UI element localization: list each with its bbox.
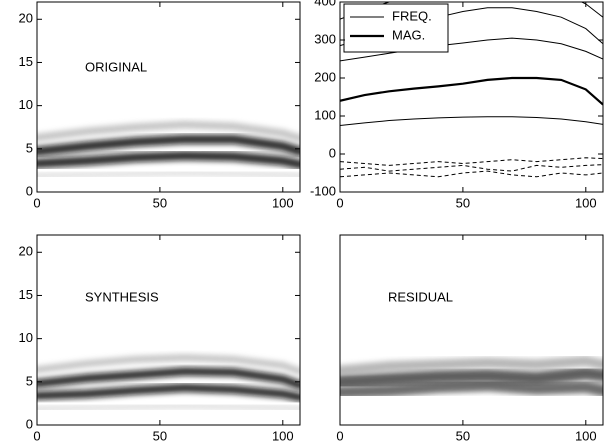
spectral-track [37,383,300,402]
annotation: RESIDUAL [388,289,453,304]
legend-box [343,3,449,53]
x-tick-label: 0 [336,428,343,443]
y-tick-label: 5 [26,140,33,155]
y-tick-label: 0 [26,416,33,431]
y-tick-label: 15 [19,54,33,69]
line-series [340,2,603,20]
y-tick-label: 200 [314,69,336,84]
x-tick-label: 100 [272,195,294,210]
line-series [340,76,603,106]
spectral-track [340,379,603,399]
plot-area [340,355,603,399]
x-tick-label: 0 [33,195,40,210]
x-tick-label: 50 [153,195,167,210]
y-tick-label: 0 [329,145,336,160]
spectral-track [37,150,300,170]
plot-area [37,354,300,412]
y-tick-label: 400 [314,0,336,8]
x-tick-label: 50 [456,428,470,443]
line-series [340,164,603,172]
y-tick-label: 5 [26,373,33,388]
line-series [340,116,603,126]
axes-frame [339,1,604,193]
spectral-track [37,354,300,375]
annotation: ORIGINAL [85,59,147,74]
legend-label: MAG. [392,27,425,42]
y-tick-label: 15 [19,287,33,302]
x-tick-label: 0 [336,195,343,210]
x-tick-label: 100 [575,195,597,210]
x-tick-label: 0 [33,428,40,443]
y-tick-label: 20 [19,244,33,259]
line-series [340,157,603,166]
spectral-track [340,366,603,389]
spectral-track [37,134,300,157]
y-tick-label: 0 [26,183,33,198]
y-tick-label: 20 [19,11,33,26]
x-tick-label: 100 [272,428,294,443]
legend: FREQ. MAG. [343,3,449,53]
y-tick-label: 10 [19,97,33,112]
x-tick-label: 50 [456,195,470,210]
panel: SYNTHESIS 0 50 100 0 5 10 15 20 [19,234,301,443]
line-series [340,170,603,178]
legend-label: FREQ. [392,8,432,23]
panel: RESIDUAL 0 50 100 [336,234,604,443]
y-tick-label: -100 [310,183,336,198]
axes-frame [339,234,604,426]
spectral-track [340,355,603,376]
y-tick-label: 10 [19,330,33,345]
spectral-track [37,120,300,143]
spectral-track [37,367,300,390]
plot-area [37,120,300,179]
axes-frame [36,1,301,193]
x-tick-label: 50 [153,428,167,443]
y-tick-label: 100 [314,107,336,122]
line-series [340,37,603,62]
annotation: SYNTHESIS [85,289,159,304]
axes-frame [36,234,301,426]
spectral-track [37,169,300,179]
x-tick-label: 100 [575,428,597,443]
plot-area [340,2,603,178]
spectral-track [37,402,300,412]
panel: ORIGINAL 0 50 100 0 5 10 15 20 [19,1,301,210]
y-tick-label: 300 [314,31,336,46]
